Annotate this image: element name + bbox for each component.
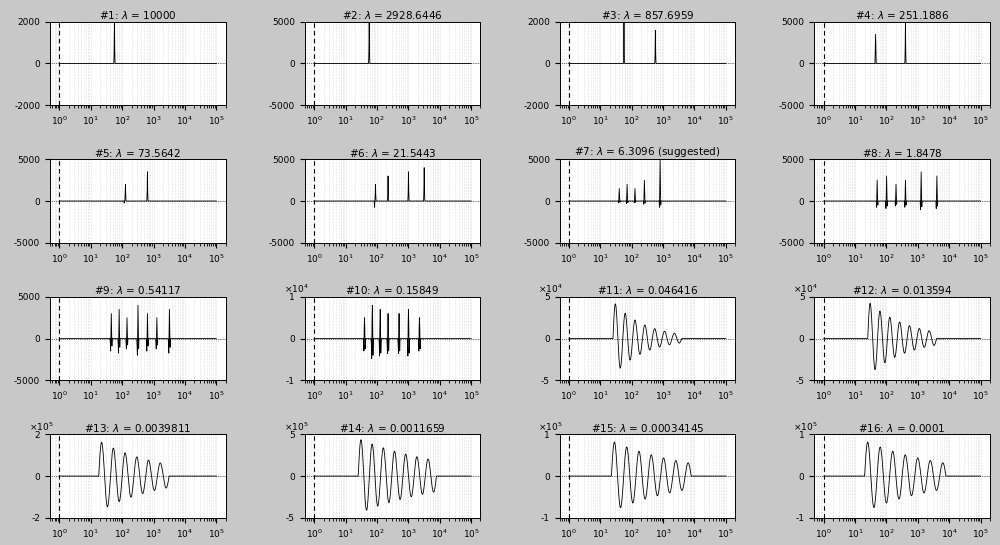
Title: #10: $\lambda$ = 0.15849: #10: $\lambda$ = 0.15849 <box>345 284 440 296</box>
Title: #4: $\lambda$ = 251.1886: #4: $\lambda$ = 251.1886 <box>855 9 949 21</box>
Title: #8: $\lambda$ = 1.8478: #8: $\lambda$ = 1.8478 <box>862 147 943 159</box>
Title: #7: $\lambda$ = 6.3096 (suggested): #7: $\lambda$ = 6.3096 (suggested) <box>574 146 721 159</box>
Text: $\times 10^4$: $\times 10^4$ <box>538 283 563 295</box>
Text: $\times 10^5$: $\times 10^5$ <box>538 420 563 433</box>
Text: $\times 10^4$: $\times 10^4$ <box>284 283 308 295</box>
Title: #3: $\lambda$ = 857.6959: #3: $\lambda$ = 857.6959 <box>601 9 694 21</box>
Title: #11: $\lambda$ = 0.046416: #11: $\lambda$ = 0.046416 <box>597 284 698 296</box>
Title: #12: $\lambda$ = 0.013594: #12: $\lambda$ = 0.013594 <box>852 284 952 296</box>
Text: $\times 10^4$: $\times 10^4$ <box>793 283 818 295</box>
Text: $\times 10^5$: $\times 10^5$ <box>793 420 818 433</box>
Title: #13: $\lambda$ = 0.0039811: #13: $\lambda$ = 0.0039811 <box>84 422 191 434</box>
Text: $\times 10^5$: $\times 10^5$ <box>29 420 53 433</box>
Title: #14: $\lambda$ = 0.0011659: #14: $\lambda$ = 0.0011659 <box>339 422 446 434</box>
Title: #5: $\lambda$ = 73.5642: #5: $\lambda$ = 73.5642 <box>94 147 181 159</box>
Title: #6: $\lambda$ = 21.5443: #6: $\lambda$ = 21.5443 <box>349 147 436 159</box>
Title: #15: $\lambda$ = 0.00034145: #15: $\lambda$ = 0.00034145 <box>591 422 704 434</box>
Title: #9: $\lambda$ = 0.54117: #9: $\lambda$ = 0.54117 <box>94 284 182 296</box>
Title: #1: $\lambda$ = 10000: #1: $\lambda$ = 10000 <box>99 9 177 21</box>
Title: #16: $\lambda$ = 0.0001: #16: $\lambda$ = 0.0001 <box>858 422 946 434</box>
Title: #2: $\lambda$ = 2928.6446: #2: $\lambda$ = 2928.6446 <box>342 9 443 21</box>
Text: $\times 10^5$: $\times 10^5$ <box>284 420 308 433</box>
